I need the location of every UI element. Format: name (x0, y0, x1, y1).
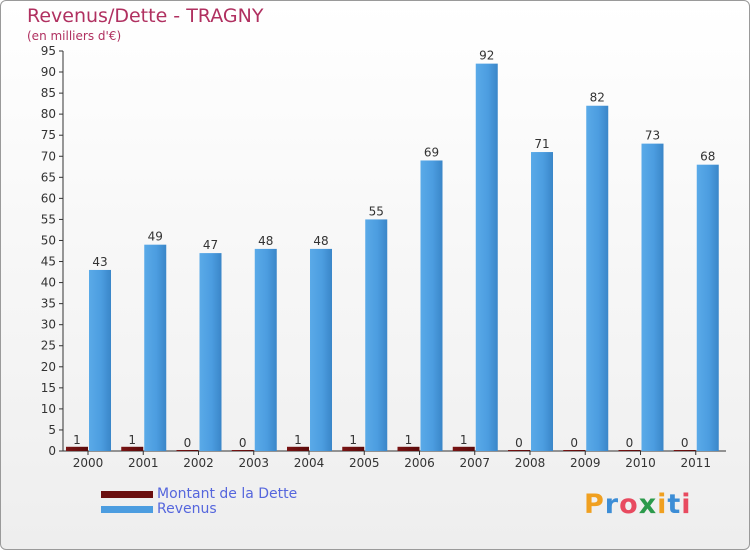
y-tick-label: 55 (41, 212, 56, 226)
bar-revenue (365, 219, 388, 451)
bar-revenue (310, 248, 332, 451)
data-label-revenue: 48 (313, 234, 328, 248)
x-tick-label: 2004 (294, 456, 325, 470)
legend-swatch-revenue (101, 506, 153, 513)
x-tick-label: 2008 (515, 456, 546, 470)
x-tick-label: 2006 (404, 456, 435, 470)
y-tick-label: 50 (41, 233, 56, 247)
logo-letter: o (619, 489, 639, 520)
x-tick-label: 2010 (625, 456, 656, 470)
bar-revenue (641, 143, 664, 451)
logo-letter: i (657, 489, 668, 520)
bar-revenue (89, 269, 111, 451)
bar-revenue (254, 248, 277, 451)
y-tick-label: 80 (41, 107, 56, 121)
data-label-revenue: 43 (92, 255, 107, 269)
bar-debt (121, 446, 144, 451)
x-tick-label: 2000 (73, 456, 104, 470)
legend-label-debt: Montant de la Dette (157, 486, 298, 502)
y-tick-label: 15 (41, 381, 56, 395)
bar-debt (452, 446, 475, 451)
bar-revenue (199, 253, 222, 451)
bar-revenue (696, 164, 719, 451)
x-tick-label: 2009 (570, 456, 601, 470)
data-label-debt: 0 (570, 436, 578, 450)
x-tick-label: 2002 (183, 456, 214, 470)
logo-letter: P (584, 489, 605, 520)
y-tick-label: 85 (41, 86, 56, 100)
bar-revenue (586, 105, 609, 451)
y-tick-label: 20 (41, 360, 56, 374)
y-tick-label: 95 (41, 44, 56, 58)
y-tick-label: 40 (41, 276, 56, 290)
data-label-revenue: 82 (590, 91, 605, 105)
bar-debt (231, 450, 254, 451)
bar-debt (176, 450, 199, 451)
y-tick-label: 0 (48, 444, 56, 458)
y-tick-label: 30 (41, 318, 56, 332)
data-label-revenue: 69 (424, 145, 439, 159)
data-label-debt: 0 (184, 436, 192, 450)
logo-letter: t (667, 489, 682, 520)
legend-swatch-debt (101, 491, 153, 498)
bar-debt (342, 446, 365, 451)
data-label-debt: 1 (73, 433, 81, 447)
bar-debt (508, 450, 530, 451)
logo-letter: i (681, 489, 692, 520)
y-tick-label: 25 (41, 339, 56, 353)
x-tick-label: 2005 (349, 456, 380, 470)
bar-debt (563, 450, 586, 451)
bar-revenue (420, 160, 443, 451)
bar-debt (618, 450, 641, 451)
x-tick-label: 2001 (128, 456, 159, 470)
y-tick-label: 75 (41, 128, 56, 142)
y-tick-label: 35 (41, 297, 56, 311)
bar-debt (397, 446, 420, 451)
bar-debt (673, 450, 696, 451)
y-tick-label: 60 (41, 191, 56, 205)
bar-debt (287, 446, 309, 451)
proxiti-logo: Proxiti (584, 489, 692, 520)
data-label-revenue: 48 (258, 234, 273, 248)
y-tick-label: 5 (48, 423, 56, 437)
x-tick-label: 2003 (238, 456, 269, 470)
data-label-debt: 1 (349, 433, 357, 447)
data-label-revenue: 68 (700, 150, 715, 164)
legend-label-revenue: Revenus (157, 501, 217, 517)
bar-debt (66, 446, 88, 451)
chart-title: Revenus/Dette - TRAGNY (27, 5, 264, 27)
data-label-debt: 0 (239, 436, 247, 450)
data-label-revenue: 49 (148, 230, 163, 244)
bar-revenue (531, 152, 553, 452)
x-tick-label: 2011 (680, 456, 711, 470)
data-label-debt: 1 (294, 433, 302, 447)
y-tick-label: 45 (41, 255, 56, 269)
y-tick-label: 70 (41, 149, 56, 163)
data-label-revenue: 71 (534, 137, 549, 151)
data-label-revenue: 92 (479, 49, 494, 63)
data-label-revenue: 73 (645, 129, 660, 143)
y-tick-label: 65 (41, 170, 56, 184)
bar-revenue (475, 63, 498, 451)
bar-revenue (144, 244, 167, 451)
logo-letter: x (638, 489, 658, 520)
data-label-debt: 1 (128, 433, 136, 447)
data-label-debt: 0 (626, 436, 634, 450)
y-tick-label: 10 (41, 402, 56, 416)
y-tick-label: 90 (41, 65, 56, 79)
data-label-revenue: 55 (369, 204, 384, 218)
x-tick-label: 2007 (459, 456, 490, 470)
data-label-debt: 0 (515, 436, 523, 450)
data-label-revenue: 47 (203, 238, 218, 252)
logo-letter: r (604, 489, 620, 520)
chart-subtitle: (en milliers d'€) (27, 29, 122, 43)
data-label-debt: 1 (405, 433, 413, 447)
data-label-debt: 0 (681, 436, 689, 450)
data-label-debt: 1 (460, 433, 468, 447)
